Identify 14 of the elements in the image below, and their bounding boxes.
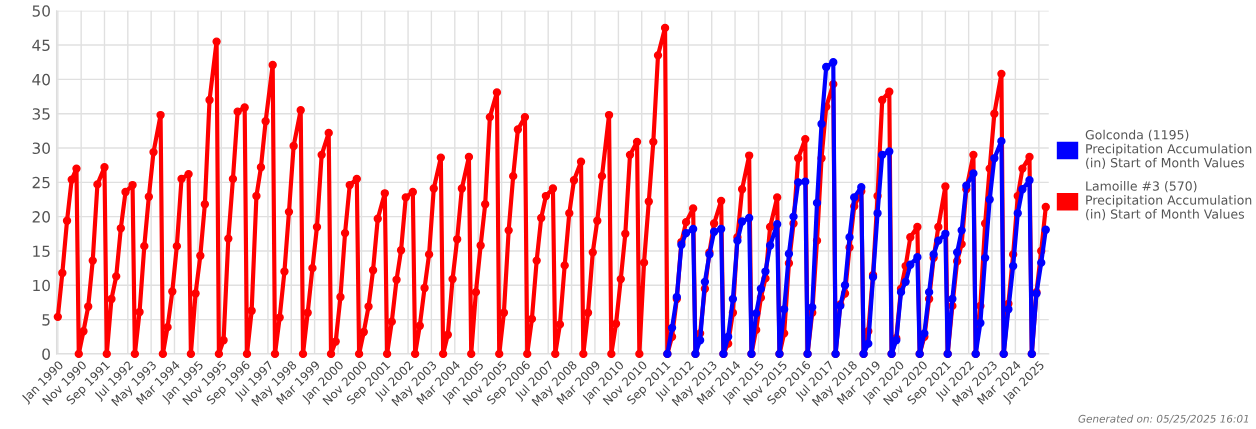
y-tick-label: 40 xyxy=(32,73,50,86)
y-tick-label: 15 xyxy=(33,245,50,257)
y-tick-label: 30 xyxy=(32,142,50,155)
text: Generated on: 05/25/2025 16:01 xyxy=(1078,414,1249,424)
y-tick-label: 25 xyxy=(32,176,50,189)
y-tick-label: 50 xyxy=(32,5,50,17)
y-tick-label: 20 xyxy=(32,211,50,223)
legend-label: Lamoille #3 (570) Precipitation Accumulation (in) Start of Month Values xyxy=(1086,181,1252,221)
y-tick-label: 10 xyxy=(33,279,50,292)
y-tick-label: 0 xyxy=(42,348,50,360)
y-tick-label: 35 xyxy=(32,108,50,120)
legend-label: Golconda (1195) Precipitation Accumulation (in) Start of Month Values xyxy=(1085,129,1252,169)
y-tick-label: 45 xyxy=(32,39,50,52)
y-tick-label: 5 xyxy=(42,314,50,326)
